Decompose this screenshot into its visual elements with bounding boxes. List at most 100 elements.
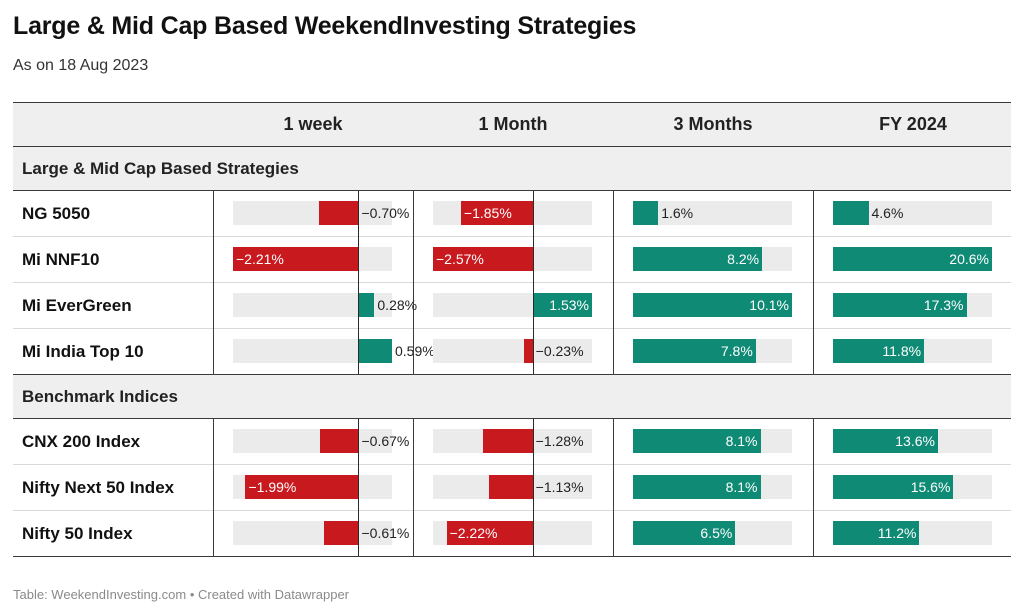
section-divider: [13, 418, 1011, 419]
row-divider: [13, 236, 1011, 237]
value-bar: [446, 521, 533, 545]
value-bar: [433, 247, 533, 271]
section-divider: [13, 190, 1011, 191]
value-bar: [833, 201, 869, 225]
value-bar: [523, 339, 533, 363]
value-label: 15.6%: [910, 479, 951, 495]
value-label: 1.53%: [549, 297, 589, 313]
value-bar: [633, 293, 792, 317]
row-name: Mi EverGreen: [22, 296, 132, 315]
footer-credit: Created with Datawrapper: [197, 587, 350, 602]
header-bottom-border: [13, 146, 1011, 147]
section-header: [13, 147, 1011, 190]
value-label: −2.22%: [449, 525, 498, 541]
value-bar: [633, 521, 736, 545]
chart-subtitle: As on 18 Aug 2023: [13, 57, 149, 74]
value-label: −1.28%: [535, 433, 584, 449]
value-label: 0.28%: [377, 297, 418, 313]
value-bar: [633, 339, 756, 363]
value-label: −1.99%: [248, 479, 297, 495]
row-divider: [13, 328, 1011, 329]
column-divider: [813, 191, 814, 374]
value-label: 13.6%: [895, 433, 935, 449]
row-name: Mi NNF10: [22, 250, 100, 269]
value-label: 11.8%: [882, 343, 922, 359]
value-bar: [358, 293, 375, 317]
footer-source: Table: WeekendInvesting.com: [13, 587, 187, 602]
value-bar: [633, 247, 763, 271]
table-top-border: [13, 102, 1011, 103]
column-divider: [413, 191, 414, 374]
value-bar: [833, 247, 992, 271]
section-title: Large & Mid Cap Based Strategies: [22, 159, 299, 178]
value-bar: [633, 475, 761, 499]
value-bar: [833, 429, 938, 453]
column-divider: [613, 191, 614, 374]
section-title: Benchmark Indices: [22, 387, 178, 406]
value-label: −0.23%: [535, 343, 584, 359]
value-bar: [633, 201, 659, 225]
value-bar: [318, 201, 359, 225]
value-label: 8.2%: [727, 251, 760, 267]
chart-title: Large & Mid Cap Based WeekendInvesting S…: [13, 12, 637, 40]
value-bar: [233, 247, 359, 271]
value-label: 7.8%: [720, 343, 753, 359]
value-label: 4.6%: [871, 205, 904, 221]
table-header: [13, 103, 1011, 146]
value-bar: [488, 475, 533, 499]
value-bar: [833, 521, 920, 545]
value-label: −1.85%: [463, 205, 512, 221]
bar-track: [233, 521, 392, 545]
bar-track: [433, 339, 592, 363]
column-divider: [613, 419, 614, 556]
value-bar: [483, 429, 533, 453]
row-divider: [13, 510, 1011, 511]
value-label: 10.1%: [749, 297, 789, 313]
value-label: −2.57%: [436, 251, 484, 267]
section-header: [13, 375, 1011, 418]
value-label: 1.6%: [661, 205, 694, 221]
row-divider: [13, 464, 1011, 465]
column-divider: [813, 419, 814, 556]
zero-line: [358, 191, 359, 374]
value-label: −2.21%: [236, 251, 284, 267]
section-bottom-border: [13, 374, 1011, 375]
section-bottom-border: [13, 556, 1011, 557]
value-label: −0.67%: [361, 433, 410, 449]
column-header: FY 2024: [879, 114, 947, 134]
value-bar: [532, 293, 592, 317]
row-name: NG 5050: [22, 204, 91, 223]
value-label: 17.3%: [923, 297, 964, 313]
value-label: −0.61%: [361, 525, 410, 541]
value-label: 0.59%: [395, 343, 435, 359]
zero-line: [533, 191, 534, 374]
row-name: Nifty Next 50 Index: [22, 478, 175, 497]
value-label: 8.1%: [725, 433, 758, 449]
value-label: 6.5%: [700, 525, 733, 541]
value-bar: [320, 429, 359, 453]
row-divider: [13, 282, 1011, 283]
zero-line: [358, 419, 359, 556]
value-bar: [358, 339, 392, 363]
zero-line: [533, 419, 534, 556]
value-label: −1.13%: [535, 479, 584, 495]
value-bar: [833, 293, 967, 317]
bar-track: [233, 429, 392, 453]
value-bar: [460, 201, 533, 225]
row-name: Nifty 50 Index: [22, 524, 133, 543]
bar-track: [633, 201, 792, 225]
column-divider: [413, 419, 414, 556]
footer-separator: •: [186, 587, 198, 602]
row-name: CNX 200 Index: [22, 432, 141, 451]
value-label: −0.70%: [361, 205, 410, 221]
row-name: Mi India Top 10: [22, 342, 144, 361]
value-label: 20.6%: [949, 251, 989, 267]
value-label: 11.2%: [877, 525, 917, 541]
footer-note: Table: WeekendInvesting.com • Created wi…: [13, 587, 349, 602]
column-header: 3 Months: [673, 114, 753, 134]
value-bar: [633, 429, 761, 453]
value-bar: [245, 475, 359, 499]
column-divider: [213, 419, 214, 556]
value-bar: [833, 475, 954, 499]
column-divider: [213, 191, 214, 374]
